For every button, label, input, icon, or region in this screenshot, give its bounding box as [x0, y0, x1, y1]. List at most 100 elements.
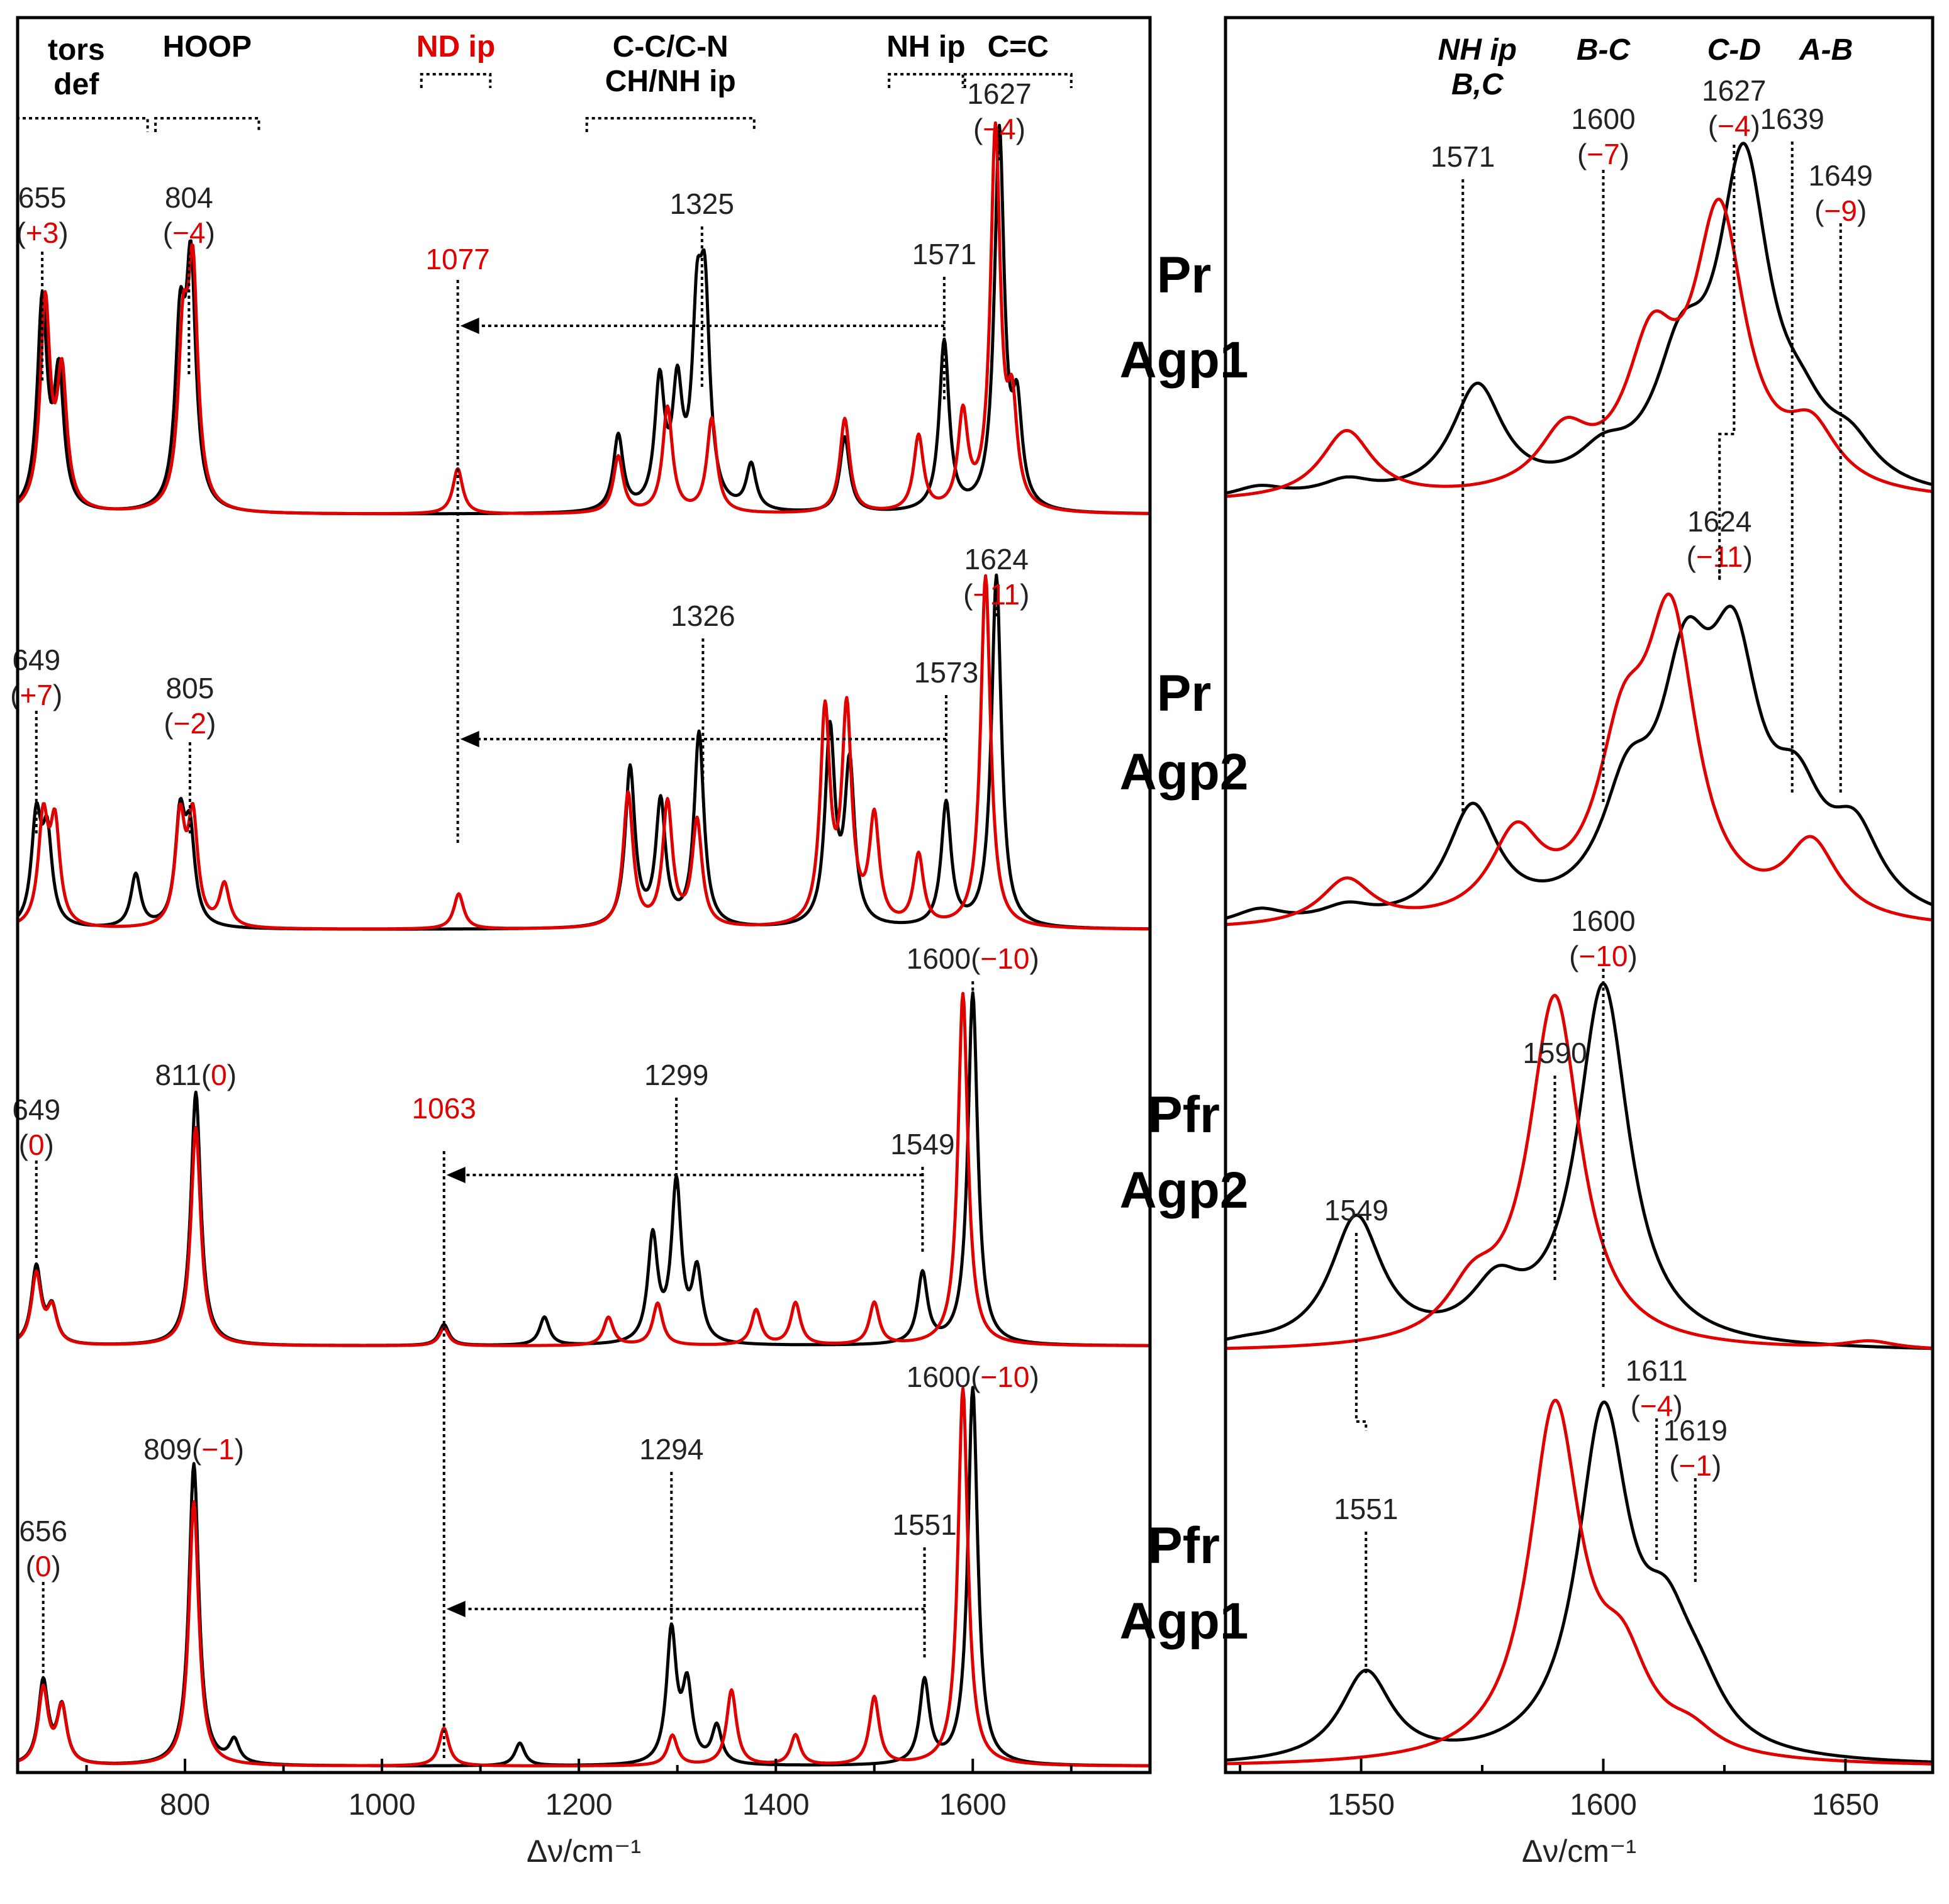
group-label-2-3: CH/NH ip [605, 65, 736, 98]
left-x-axis-title: Δν/cm⁻¹ [527, 1834, 641, 1869]
left-peak-shift-0-4: (−4) [973, 113, 1025, 145]
group-label-1: HOOP [163, 30, 252, 64]
nd-arrow-head-3 [446, 1601, 466, 1617]
left-red-line-3 [17, 1386, 1151, 1768]
left-x-tick-label-1: 1000 [349, 1788, 416, 1822]
panel-title-1: Pr [1157, 665, 1212, 722]
left-peak-label-1-4: 1624 [964, 543, 1029, 576]
nd-label-0: 1077 [425, 243, 489, 276]
nd-arrow-head-1 [460, 731, 479, 747]
right-spectra-panel [1225, 142, 1933, 1766]
right-x-axis-title: Δν/cm⁻¹ [1522, 1834, 1636, 1869]
panel-title-2: Pfr [1148, 1086, 1220, 1144]
nd-arrow-head-2 [446, 1167, 466, 1183]
left-peak-label-2-0: 649 [12, 1093, 60, 1126]
left-red-line-0 [16, 121, 1151, 516]
right-black-line-0 [1225, 142, 1933, 495]
left-peak-label-3-0: 656 [19, 1515, 67, 1547]
right-spectrum-3 [1225, 1398, 1933, 1766]
right-header-2: C-D [1707, 33, 1761, 67]
right-x-tick-label-2: 1650 [1812, 1788, 1879, 1822]
right-peak-label-3-0: 1551 [1334, 1493, 1398, 1525]
group-bracket-1 [154, 117, 260, 132]
right-spectrum-2 [1225, 982, 1933, 1350]
left-x-tick-label-3: 1400 [742, 1788, 810, 1822]
left-peak-label-2-3: 1549 [890, 1128, 954, 1161]
group-bracket-4 [888, 73, 964, 88]
left-peak-label-1-0: 649 [12, 643, 60, 676]
group-bracket-2 [420, 73, 492, 88]
left-peak-label-3-2: 1294 [639, 1433, 703, 1466]
right-header-1: B-C [1577, 33, 1631, 67]
left-red-line-2 [16, 992, 1151, 1347]
right-peak-label-3-2: 1619 [1663, 1414, 1728, 1447]
right-peak-shift-0-1: (−7) [1577, 138, 1629, 170]
right-peak-label-0-2: 1627 [1702, 74, 1766, 107]
right-peak-shift-2-2: (−10) [1569, 940, 1638, 972]
left-black-line-2 [16, 991, 1151, 1347]
right-x-tick-label-0: 1550 [1327, 1788, 1395, 1822]
panel-subtitle-2: Agp2 [1120, 1162, 1249, 1219]
group-label-2: ND ip [416, 30, 495, 64]
group-bracket-0 [16, 117, 149, 132]
left-peak-shift-2-0: (0) [19, 1128, 54, 1161]
left-spectrum-2 [16, 991, 1151, 1347]
right-peak-shift-0-2: (−4) [1708, 109, 1760, 142]
right-peak-shift-3-2: (−1) [1669, 1449, 1721, 1482]
left-peak-label-2-2: 1299 [644, 1059, 708, 1091]
right-peak-shift-1-0: (−11) [1687, 540, 1753, 573]
left-panel-frame [16, 16, 1152, 1774]
right-black-line-1 [1225, 604, 1933, 920]
left-peak-shift-1-1: (−2) [164, 707, 216, 740]
left-x-tick-label-4: 1600 [939, 1788, 1007, 1822]
left-peak-shift-1-4: (−11) [963, 578, 1029, 611]
group-label-3: C-C/C-N [613, 30, 729, 64]
left-peak-shift-0-0: (+3) [16, 216, 69, 249]
left-black-line-0 [16, 123, 1151, 516]
left-peak-label-0-0: 655 [18, 181, 67, 214]
left-peak-label-3-1: 809(−1) [143, 1433, 244, 1466]
group-label-5: C=C [988, 30, 1049, 64]
right-peak-label-0-1: 1600 [1571, 103, 1635, 135]
right-red-line-0 [1225, 198, 1933, 498]
nd-label-2: 1063 [412, 1092, 476, 1125]
group-bracket-5 [963, 73, 1073, 88]
panel-title-3: Pfr [1148, 1517, 1220, 1574]
right-x-tick-label-1: 1600 [1570, 1788, 1637, 1822]
left-peak-shift-0-1: (−4) [163, 216, 215, 249]
left-spectra-panel [16, 121, 1151, 1768]
left-red-line-1 [16, 574, 1151, 931]
left-x-tick-label-2: 1200 [545, 1788, 613, 1822]
right-spectrum-1 [1225, 593, 1933, 927]
right-peak-label-2-1: 1590 [1522, 1037, 1587, 1069]
right-panel-frame [1224, 16, 1935, 1774]
left-peak-label-3-3: 1551 [892, 1508, 956, 1541]
right-peak-label-2-0: 1549 [1324, 1194, 1388, 1227]
right-header-2-0: B,C [1451, 68, 1504, 101]
right-peak-shift-3-1: (−4) [1631, 1389, 1683, 1422]
right-peak-label-2-2: 1600 [1571, 905, 1635, 937]
right-red-line-3 [1225, 1398, 1933, 1766]
left-peak-label-0-2: 1325 [670, 187, 734, 220]
left-peak-label-0-4: 1627 [967, 77, 1031, 110]
right-nh-connector [1354, 1327, 1368, 1431]
right-peak-label-0-0: 1571 [1431, 140, 1495, 173]
left-peak-label-3-4: 1600(−10) [907, 1361, 1039, 1393]
left-spectrum-0 [16, 121, 1151, 516]
panel-subtitle-0: Agp1 [1120, 331, 1249, 389]
panel-subtitle-3: Agp1 [1120, 1593, 1249, 1650]
right-header-0: NH ip [1438, 33, 1517, 67]
right-cd-connector [1718, 433, 1734, 582]
left-peak-label-0-1: 804 [165, 181, 213, 214]
right-spectrum-0 [1225, 142, 1933, 498]
group-bracket-3 [585, 117, 756, 132]
right-header-3: A-B [1799, 33, 1853, 67]
right-peak-label-0-4: 1649 [1809, 159, 1873, 192]
group-label-2-0: def [53, 68, 99, 101]
left-spectrum-3 [17, 1386, 1151, 1768]
right-red-line-1 [1225, 593, 1933, 927]
panel-title-0: Pr [1157, 247, 1212, 304]
left-peak-label-1-2: 1326 [671, 599, 735, 632]
left-peak-label-1-3: 1573 [914, 656, 978, 689]
